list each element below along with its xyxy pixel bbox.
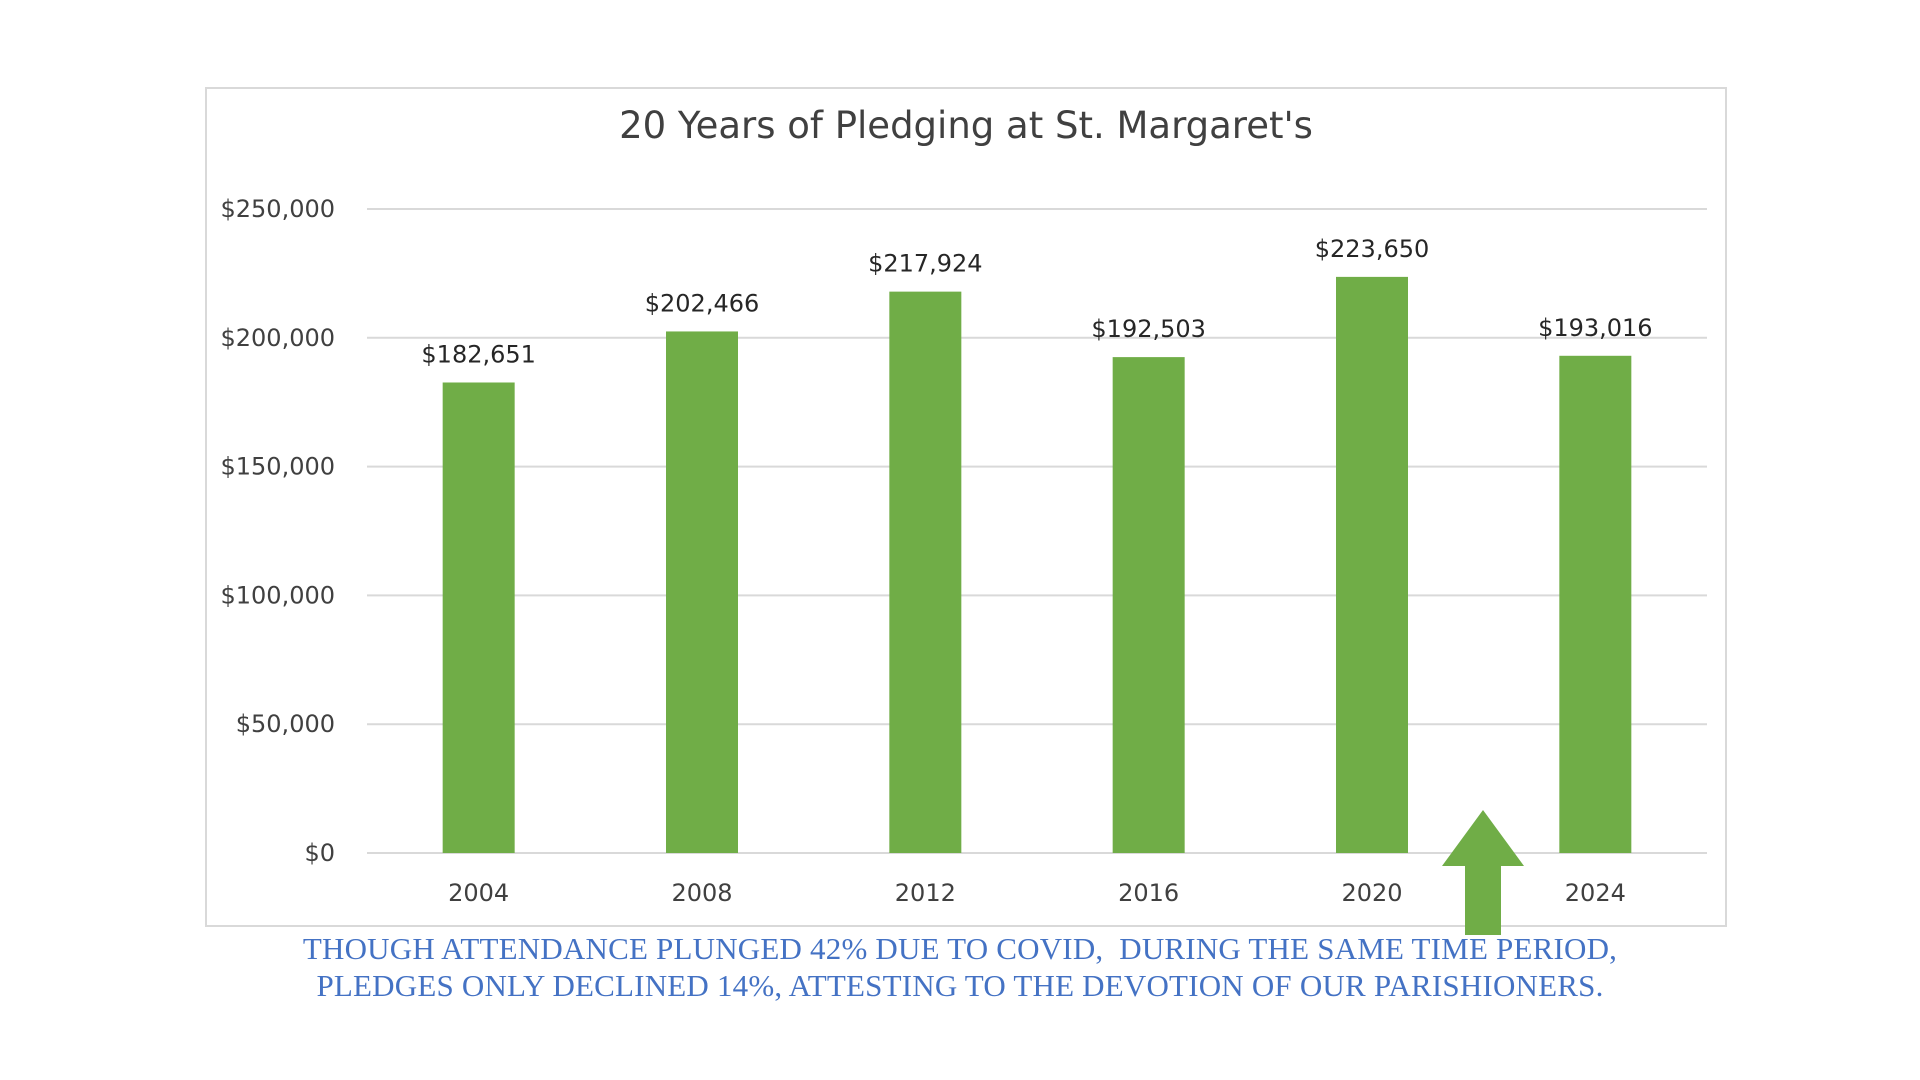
bars — [442, 276, 1632, 854]
chart-title: 20 Years of Pledging at St. Margaret's — [619, 104, 1313, 147]
caption-annotation: THOUGH ATTENDANCE PLUNGED 42% DUE TO COV… — [0, 930, 1920, 1004]
y-tick-label: $100,000 — [220, 581, 335, 609]
bar-2024 — [1559, 355, 1632, 853]
data-label-2008: $202,466 — [645, 289, 760, 317]
data-label-2020: $223,650 — [1315, 235, 1430, 263]
bar-chart: 20 Years of Pledging at St. Margaret's $… — [220, 104, 1707, 907]
data-label-2016: $192,503 — [1091, 315, 1206, 343]
x-tick-label-2008: 2008 — [671, 879, 732, 907]
bar-2008 — [666, 331, 738, 853]
gridlines — [367, 208, 1707, 854]
y-tick-label: $50,000 — [236, 710, 335, 738]
y-axis-tick-labels: $0 $50,000 $100,000 $150,000 $200,000 $250,00… — [220, 195, 335, 867]
up-arrow-shape — [1442, 810, 1524, 935]
x-tick-label-2016: 2016 — [1118, 879, 1179, 907]
bar-2004 — [442, 382, 515, 853]
x-tick-label-2012: 2012 — [895, 879, 956, 907]
up-arrow-icon — [1442, 810, 1524, 935]
data-label-2004: $182,651 — [421, 340, 536, 368]
data-label-2024: $193,016 — [1538, 314, 1653, 342]
bar-2012 — [889, 291, 962, 853]
data-labels: $182,651 $202,466 $217,924 $192,503 $223,650… — [421, 235, 1652, 369]
y-tick-label: $150,000 — [220, 453, 335, 481]
y-tick-label: $250,000 — [220, 195, 335, 223]
x-tick-label-2020: 2020 — [1341, 879, 1402, 907]
caption-line-2: PLEDGES ONLY DECLINED 14%, ATTESTING TO … — [316, 968, 1604, 1003]
data-label-2012: $217,924 — [868, 250, 983, 278]
caption-line-1: THOUGH ATTENDANCE PLUNGED 42% DUE TO COV… — [302, 931, 1618, 966]
bar-2020 — [1336, 276, 1408, 854]
x-tick-label-2004: 2004 — [448, 879, 509, 907]
x-tick-label-2024: 2024 — [1565, 879, 1626, 907]
bar-2016 — [1112, 357, 1185, 853]
y-tick-label: $200,000 — [220, 324, 335, 352]
chart-container: 20 Years of Pledging at St. Margaret's $… — [205, 87, 1727, 927]
y-tick-label: $0 — [304, 839, 335, 867]
x-axis-tick-labels: 2004 2008 2012 2016 2020 2024 — [448, 879, 1626, 907]
